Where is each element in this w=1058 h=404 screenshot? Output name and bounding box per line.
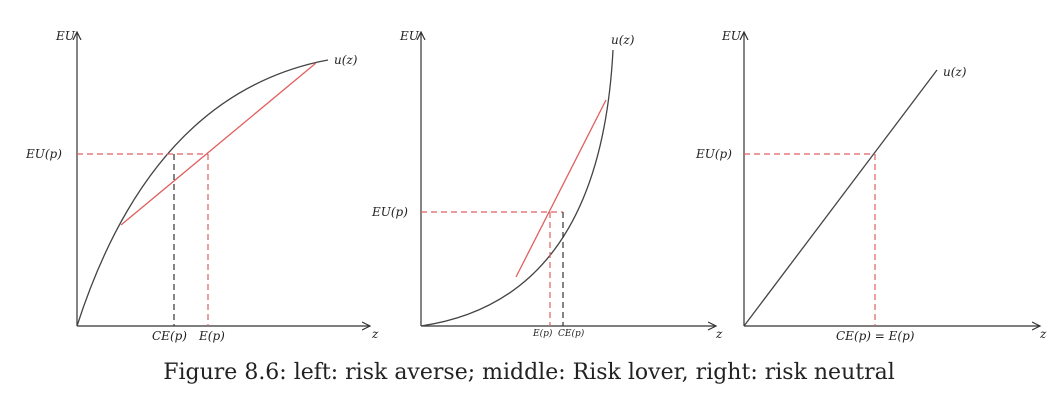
panel-risk-neutral: EU z u(z) EU(p) CE(p) = E(p) bbox=[695, 29, 1047, 343]
eu-label: EU(p) bbox=[371, 205, 408, 219]
eu-label: EU(p) bbox=[695, 147, 732, 161]
e-label: E(p) bbox=[198, 329, 225, 343]
x-axis-label: z bbox=[1039, 327, 1047, 341]
y-axis-label: EU bbox=[721, 29, 742, 43]
utility-curve bbox=[76, 59, 329, 327]
utility-curve-label: u(z) bbox=[611, 33, 635, 47]
y-axis-label: EU bbox=[55, 29, 76, 43]
utility-curve bbox=[420, 49, 614, 327]
chord-line bbox=[120, 62, 317, 226]
x-axis-label: z bbox=[371, 327, 379, 341]
eu-label: EU(p) bbox=[25, 147, 62, 161]
y-axis-label: EU bbox=[399, 29, 420, 43]
utility-curve-label: u(z) bbox=[943, 65, 967, 79]
ce-e-label: CE(p) = E(p) bbox=[836, 329, 915, 343]
utility-curve-label: u(z) bbox=[334, 53, 358, 67]
ce-label: CE(p) bbox=[152, 329, 187, 343]
panel-risk-averse: EU z u(z) EU(p) CE(p) E(p) bbox=[25, 29, 379, 343]
ce-label: CE(p) bbox=[558, 328, 585, 339]
x-axis-label: z bbox=[715, 327, 723, 341]
e-label: E(p) bbox=[532, 328, 553, 339]
chord-line bbox=[515, 99, 607, 278]
panel-risk-lover: EU z u(z) EU(p) E(p) CE(p) bbox=[371, 29, 723, 341]
utility-line bbox=[743, 69, 938, 327]
figure-caption: Figure 8.6: left: risk averse; middle: R… bbox=[163, 360, 895, 385]
utility-figure: EU z u(z) EU(p) CE(p) E(p) EU z u(z) EU(… bbox=[25, 29, 1047, 343]
